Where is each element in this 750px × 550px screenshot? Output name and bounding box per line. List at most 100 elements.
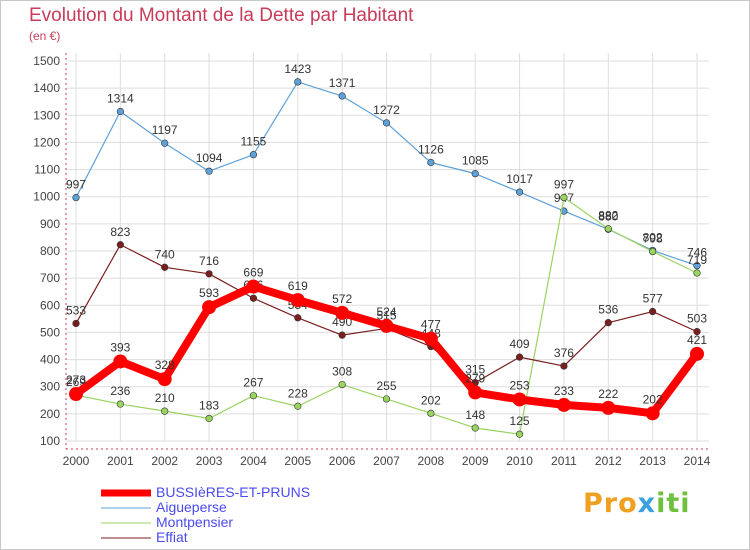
data-label-1: 802 <box>643 230 663 244</box>
data-label-3: 315 <box>465 363 485 377</box>
legend-swatch-montpensier <box>101 515 151 530</box>
data-label-3: 533 <box>66 303 86 317</box>
data-point-1 <box>161 139 169 147</box>
chart-subtitle: (en €) <box>29 29 61 43</box>
data-label-0: 619 <box>288 279 308 293</box>
data-point-1 <box>382 119 391 127</box>
data-point-0 <box>379 318 394 333</box>
data-point-2 <box>161 407 169 415</box>
data-label-1: 997 <box>66 178 86 192</box>
legend-label-montpensier: Montpensier <box>156 514 234 530</box>
data-point-0 <box>246 279 261 294</box>
data-point-2 <box>515 430 524 438</box>
data-label-3: 716 <box>199 254 219 268</box>
data-label-2: 255 <box>376 379 396 393</box>
y-tick-label: 1100 <box>34 163 60 177</box>
data-label-0: 524 <box>376 305 396 319</box>
legend-label-effiat: Effiat <box>156 529 188 545</box>
data-label-1: 1314 <box>107 91 134 105</box>
chart-title: Evolution du Montant de la Dette par Hab… <box>29 5 414 26</box>
data-point-0 <box>512 392 527 407</box>
y-tick-label: 100 <box>40 434 60 448</box>
data-point-1 <box>205 167 213 175</box>
data-point-0 <box>290 293 305 308</box>
data-point-0 <box>601 400 616 415</box>
x-tick-label: 2003 <box>196 454 223 468</box>
data-point-2 <box>693 269 701 277</box>
x-tick-label: 2014 <box>684 454 711 468</box>
legend-item-effiat: Effiat <box>101 530 361 545</box>
data-point-1 <box>427 158 435 167</box>
data-label-1: 1423 <box>284 62 311 76</box>
data-point-0 <box>335 305 350 320</box>
data-label-1: 1094 <box>196 151 223 165</box>
data-point-2 <box>427 409 435 417</box>
data-label-1: 1085 <box>462 154 489 168</box>
data-label-2: 798 <box>643 232 663 246</box>
data-label-0: 328 <box>155 358 175 372</box>
data-label-2: 202 <box>421 393 441 407</box>
data-label-1: 1272 <box>373 103 400 117</box>
x-tick-label: 2007 <box>373 454 400 468</box>
data-label-2: 882 <box>598 209 618 223</box>
y-tick-label: 1200 <box>33 135 60 149</box>
y-tick-label: 300 <box>40 380 60 394</box>
y-tick-label: 800 <box>40 244 60 258</box>
y-tick-label: 600 <box>40 298 60 312</box>
data-label-1: 746 <box>687 246 707 260</box>
data-label-3: 409 <box>510 337 530 351</box>
data-label-2: 183 <box>199 398 219 412</box>
legend-swatch-bussieres <box>101 485 151 500</box>
data-label-0: 393 <box>110 340 130 354</box>
y-tick-label: 500 <box>40 325 60 339</box>
data-point-3 <box>72 319 80 328</box>
proxiti-logo: Proxiti <box>583 488 691 519</box>
x-tick-label: 2005 <box>284 454 311 468</box>
data-point-1 <box>249 151 258 159</box>
data-label-1: 1155 <box>241 135 267 149</box>
legend-item-montpensier: Montpensier <box>101 515 361 530</box>
data-point-3 <box>515 353 524 361</box>
data-point-1 <box>693 262 701 270</box>
data-label-0: 593 <box>199 286 219 300</box>
data-point-2 <box>649 247 657 256</box>
data-point-2 <box>249 392 258 400</box>
legend-label-bussieres: BUSSIèRES-ET-PRUNS <box>156 484 311 500</box>
data-label-0: 477 <box>421 318 441 332</box>
data-label-0: 233 <box>554 384 574 398</box>
data-point-0 <box>113 354 128 369</box>
y-tick-label: 400 <box>40 353 60 367</box>
data-label-3: 740 <box>155 247 175 261</box>
data-point-3 <box>294 314 302 322</box>
data-point-3 <box>560 362 568 370</box>
y-tick-label: 1000 <box>33 190 60 204</box>
y-tick-label: 1300 <box>33 108 60 122</box>
x-tick-label: 2008 <box>418 454 445 468</box>
legend-item-aigueperse: Aigueperse <box>101 500 361 515</box>
data-point-0 <box>556 397 571 412</box>
x-tick-label: 2000 <box>63 454 90 468</box>
data-label-2: 148 <box>465 408 485 422</box>
data-point-0 <box>69 387 83 402</box>
data-label-0: 279 <box>465 371 485 385</box>
data-point-3 <box>205 270 213 278</box>
data-label-1: 1126 <box>418 143 444 157</box>
data-point-0 <box>645 406 660 421</box>
data-point-0 <box>157 372 172 387</box>
x-tick-label: 2013 <box>639 454 666 468</box>
data-label-2: 267 <box>243 376 263 390</box>
data-point-1 <box>515 188 524 196</box>
x-tick-label: 2009 <box>462 454 489 468</box>
plot-area <box>66 53 709 441</box>
data-label-3: 515 <box>376 308 396 322</box>
data-point-1 <box>338 92 346 100</box>
data-label-2: 228 <box>288 386 308 400</box>
y-tick-label: 700 <box>40 271 60 285</box>
data-point-3 <box>116 241 124 249</box>
chart-legend: BUSSIèRES-ET-PRUNS Aigueperse Montpensie… <box>101 485 361 545</box>
data-point-3 <box>604 319 612 327</box>
legend-swatch-effiat <box>101 530 151 545</box>
data-point-3 <box>161 263 169 271</box>
data-point-1 <box>471 170 479 178</box>
